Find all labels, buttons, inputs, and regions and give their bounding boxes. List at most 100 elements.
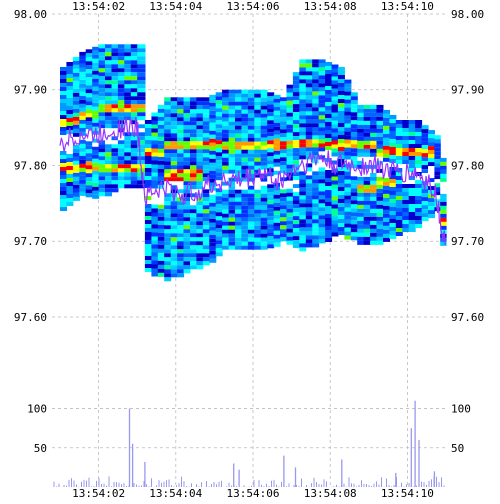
heatmap-cell: [299, 195, 307, 200]
heatmap-cell: [273, 190, 281, 195]
heatmap-cell: [177, 221, 185, 226]
heatmap-cell: [215, 116, 223, 121]
heatmap-cell: [209, 190, 217, 195]
heatmap-cell: [254, 245, 262, 250]
heatmap-cell: [157, 108, 165, 113]
heatmap-cell: [273, 98, 281, 103]
heatmap-cell: [79, 139, 87, 144]
heatmap-cell: [222, 245, 230, 250]
heatmap-cell: [267, 136, 275, 141]
heatmap-cell: [235, 157, 242, 162]
heatmap-cell: [215, 204, 223, 209]
heatmap-cell: [312, 107, 320, 112]
heatmap-cell: [124, 80, 132, 85]
heatmap-cell: [215, 208, 223, 213]
heatmap-cell: [190, 189, 197, 194]
heatmap-cell: [164, 221, 172, 226]
heatmap-cell: [286, 124, 294, 129]
heatmap-cell: [177, 273, 185, 278]
heatmap-cell: [292, 120, 300, 125]
heatmap-cell: [105, 56, 112, 61]
heatmap-cell: [344, 111, 352, 116]
heatmap-cell: [337, 223, 345, 227]
heatmap-cell: [144, 148, 152, 152]
heatmap-cell: [337, 91, 345, 95]
heatmap-cell: [151, 196, 159, 201]
heatmap-cell: [183, 137, 191, 142]
heatmap-cell: [350, 192, 358, 197]
heatmap-cell: [408, 144, 416, 148]
heatmap-cell: [72, 132, 80, 137]
heatmap-cell: [286, 196, 294, 201]
heatmap-cell: [117, 76, 125, 81]
heatmap-cell: [144, 160, 152, 164]
heatmap-cell: [428, 206, 435, 211]
heatmap-cell: [157, 136, 165, 141]
heatmap-cell: [202, 249, 210, 254]
heatmap-cell: [267, 128, 275, 133]
heatmap-cell: [66, 106, 74, 110]
heatmap-cell: [280, 169, 287, 174]
heatmap-cell: [202, 245, 210, 250]
heatmap-cell: [337, 211, 345, 215]
heatmap-cell: [267, 228, 275, 233]
heatmap-cell: [151, 160, 159, 165]
heatmap-cell: [318, 191, 326, 196]
heatmap-cell: [415, 212, 423, 216]
heatmap-cell: [337, 99, 345, 103]
y-tick-label-left: 97.80: [14, 159, 47, 172]
heatmap-cell: [79, 95, 87, 100]
heatmap-cell: [144, 172, 152, 176]
heatmap-cell: [318, 143, 326, 148]
heatmap-cell: [235, 89, 242, 94]
heatmap-cell: [222, 189, 230, 194]
heatmap-cell: [312, 135, 320, 140]
heatmap-cell: [267, 192, 275, 197]
heatmap-cell: [344, 115, 352, 120]
heatmap-cell: [164, 209, 172, 214]
heatmap-cell: [260, 93, 268, 98]
heatmap-cell: [241, 93, 249, 98]
heatmap-cell: [299, 115, 307, 120]
heatmap-cell: [183, 113, 191, 118]
heatmap-cell: [318, 239, 326, 244]
heatmap-cell: [170, 253, 178, 258]
heatmap-cell: [376, 120, 384, 125]
heatmap-cell: [209, 222, 217, 227]
heatmap-cell: [144, 140, 152, 144]
heatmap-cell: [260, 165, 268, 170]
heatmap-cell: [260, 217, 268, 222]
heatmap-cell: [183, 145, 191, 150]
heatmap-cell: [408, 188, 416, 192]
heatmap-cell: [183, 141, 191, 146]
heatmap-cell: [196, 185, 204, 190]
heatmap-cell: [370, 184, 378, 189]
heatmap-cell: [190, 145, 197, 150]
heatmap-cell: [312, 183, 320, 188]
heatmap-cell: [215, 236, 223, 241]
heatmap-cell: [124, 132, 132, 137]
heatmap-cell: [260, 121, 268, 126]
heatmap-cell: [260, 97, 268, 102]
heatmap-cell: [241, 165, 249, 170]
heatmap-cell: [72, 56, 80, 61]
heatmap-cell: [85, 65, 93, 70]
heatmap-cell: [228, 165, 236, 170]
heatmap-cell: [350, 208, 358, 213]
heatmap-cell: [402, 120, 410, 124]
heatmap-cell: [286, 228, 294, 233]
heatmap-cell: [292, 108, 300, 113]
heatmap-cell: [286, 168, 294, 173]
heatmap-cell: [222, 233, 230, 238]
heatmap-cell: [190, 149, 197, 154]
heatmap-cell: [350, 236, 358, 241]
heatmap-cell: [331, 108, 339, 113]
heatmap-cell: [144, 240, 152, 244]
heatmap-cell: [190, 173, 197, 178]
heatmap-cell: [440, 197, 447, 202]
heatmap-cell: [428, 202, 435, 207]
heatmap-cell: [151, 224, 159, 229]
heatmap-cell: [111, 48, 119, 53]
heatmap-cell: [254, 229, 262, 234]
heatmap-cell: [434, 159, 441, 164]
